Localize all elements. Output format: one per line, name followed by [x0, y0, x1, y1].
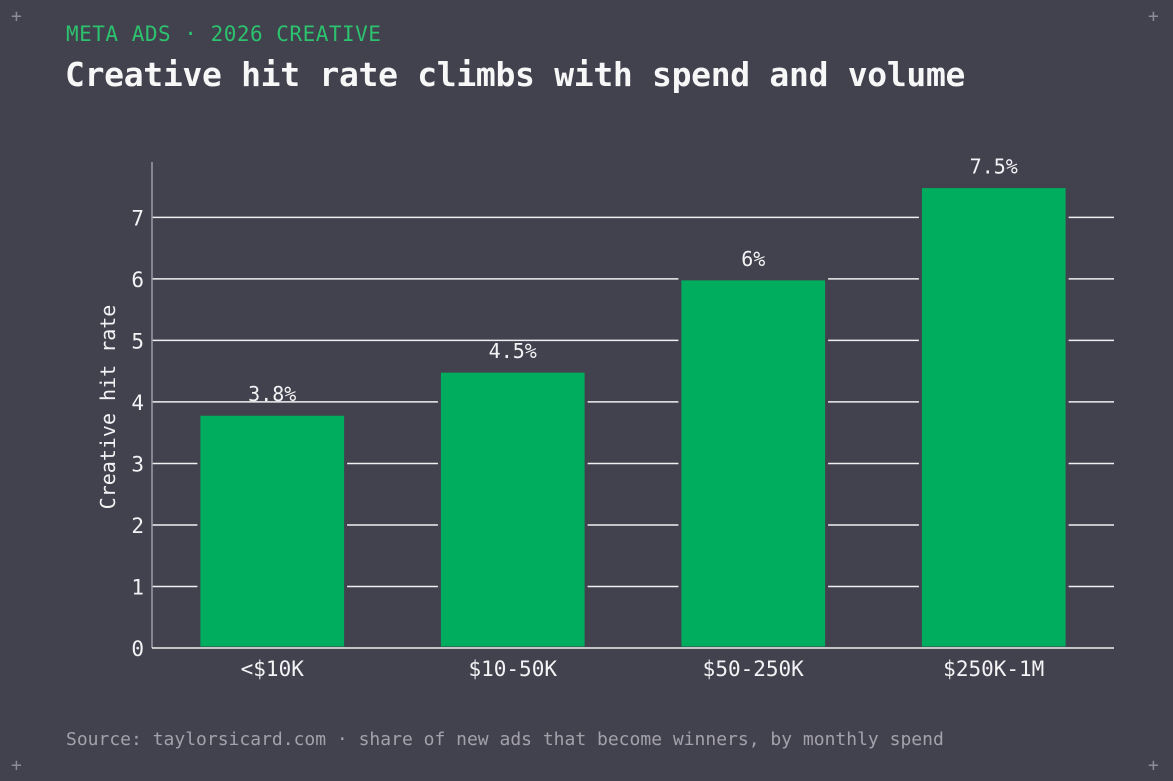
- bar: [918, 185, 1069, 650]
- y-tick-label: 0: [131, 637, 144, 661]
- chart-title: Creative hit rate climbs with spend and …: [65, 55, 966, 94]
- y-tick-label: 6: [131, 268, 144, 292]
- y-axis-label: Creative hit rate: [96, 305, 120, 510]
- y-tick-label: 4: [131, 391, 144, 415]
- chart-kicker: META ADS · 2026 CREATIVE: [66, 22, 382, 46]
- data-label: 6%: [741, 247, 765, 271]
- y-tick-label: 7: [131, 206, 144, 230]
- source-note: Source: taylorsicard.com · share of new …: [66, 729, 944, 750]
- data-label: 4.5%: [489, 339, 537, 363]
- y-tick-label: 3: [131, 452, 144, 476]
- bar: [197, 412, 348, 650]
- data-label: 3.8%: [248, 382, 296, 406]
- corner-plus-icon: +: [1148, 755, 1159, 776]
- y-tick-label: 2: [131, 514, 144, 538]
- y-tick-label: 1: [131, 575, 144, 599]
- data-label: 7.5%: [970, 155, 1018, 179]
- y-tick-label: 5: [131, 329, 144, 353]
- corner-plus-icon: +: [11, 755, 22, 776]
- bar: [437, 369, 588, 650]
- x-tick-label: <$10K: [241, 657, 305, 681]
- bar: [678, 277, 829, 650]
- corner-plus-icon: +: [11, 6, 22, 27]
- corner-plus-icon: +: [1148, 6, 1159, 27]
- x-tick-label: $10-50K: [468, 657, 557, 681]
- x-tick-label: $50-250K: [703, 657, 805, 681]
- x-tick-label: $250K-1M: [943, 657, 1044, 681]
